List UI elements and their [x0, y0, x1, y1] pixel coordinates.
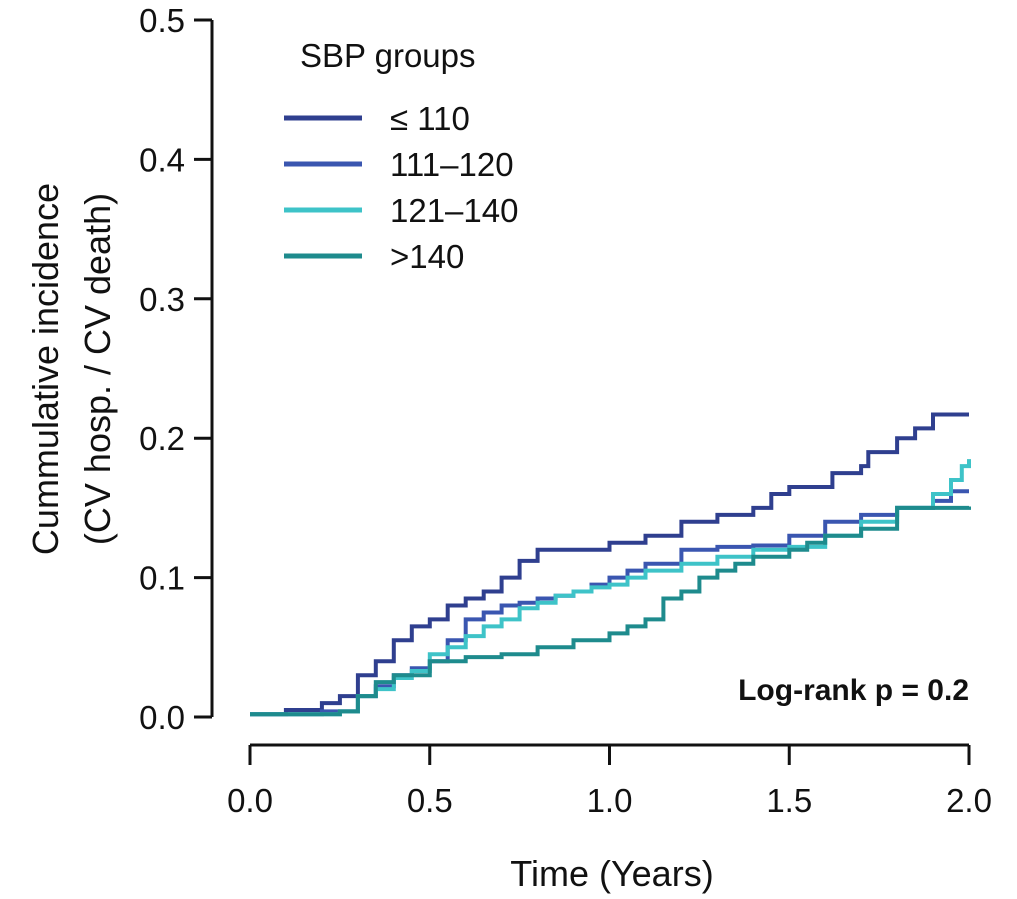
- x-tick-label: 0.0: [227, 782, 273, 819]
- logrank-annotation: Log-rank p = 0.2: [738, 674, 969, 707]
- legend: SBP groups ≤ 110 111–120 121–140 >140: [284, 37, 518, 275]
- y-axis-title-line2: (CV hosp. / CV death): [77, 193, 118, 545]
- x-tick-label: 1.0: [587, 782, 633, 819]
- y-axis: 0.0 0.1 0.2 0.3 0.4 0.5: [139, 2, 214, 736]
- series-line-1: [250, 412, 969, 717]
- y-tick-label: 0.1: [139, 560, 185, 597]
- legend-items: ≤ 110 111–120 121–140 >140: [284, 100, 518, 275]
- legend-label: 121–140: [390, 192, 518, 229]
- plot-series: [250, 412, 971, 717]
- x-axis-title: Time (Years): [510, 853, 713, 894]
- x-axis: 0.0 0.5 1.0 1.5 2.0: [227, 743, 992, 819]
- y-axis-title-line1: Cummulative incidence: [25, 183, 66, 555]
- series-line-4: [250, 505, 971, 717]
- y-tick-label: 0.0: [139, 699, 185, 736]
- y-tick-label: 0.4: [139, 141, 185, 178]
- x-tick-label: 0.5: [407, 782, 453, 819]
- legend-title: SBP groups: [300, 37, 476, 74]
- x-tick-label: 1.5: [766, 782, 812, 819]
- y-tick-label: 0.5: [139, 2, 185, 39]
- legend-label: >140: [390, 238, 464, 275]
- legend-label: ≤ 110: [390, 100, 470, 137]
- x-tick-label: 2.0: [946, 782, 992, 819]
- legend-label: 111–120: [390, 146, 514, 183]
- y-tick-label: 0.2: [139, 420, 185, 457]
- y-tick-label: 0.3: [139, 281, 185, 318]
